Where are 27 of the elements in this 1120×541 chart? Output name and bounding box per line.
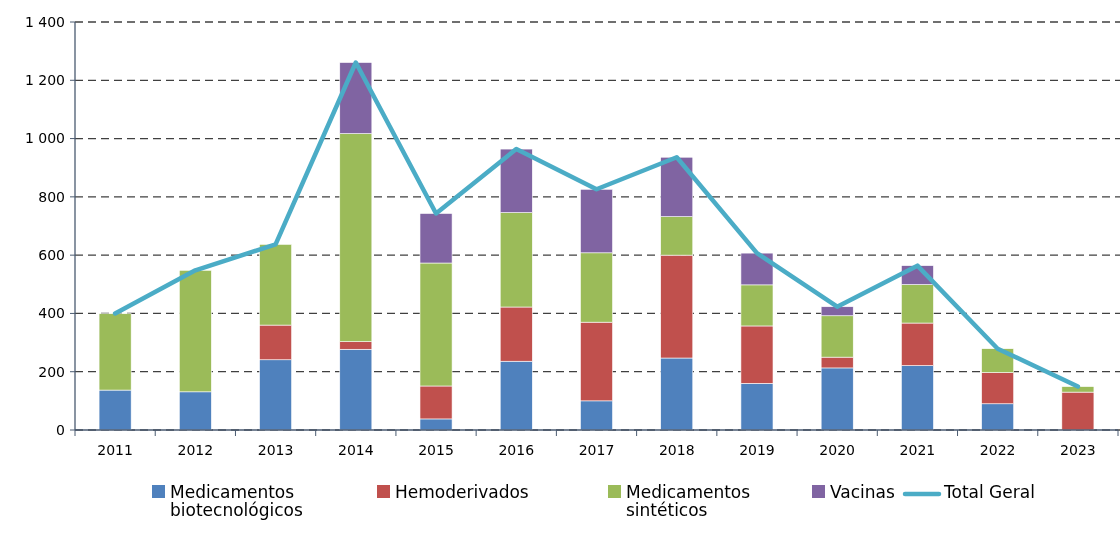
x-tick-label: 2017 — [578, 442, 615, 458]
y-tick-label: 1 200 — [24, 72, 65, 89]
y-tick-label: 800 — [38, 188, 65, 205]
y-tick-label: 600 — [38, 247, 65, 264]
legend-label: Total Geral — [943, 482, 1035, 502]
y-tick-label: 200 — [38, 363, 65, 380]
legend-label: Medicamentos sintéticos — [626, 482, 751, 520]
x-tick-label: 2016 — [498, 442, 535, 458]
x-tick-label: 2022 — [979, 442, 1016, 458]
x-tick-label: 2012 — [177, 442, 214, 458]
x-tick-label: 2021 — [899, 442, 936, 458]
x-tick-label: 2013 — [257, 442, 294, 458]
y-tick-label: 1 400 — [24, 13, 65, 30]
line-series — [112, 60, 1081, 389]
y-tick-label: 1 000 — [24, 130, 65, 147]
x-tick-label: 2015 — [418, 442, 454, 458]
y-tick-label: 0 — [56, 421, 65, 438]
legend-label: Medicamentos biotecnológicos — [170, 482, 303, 520]
x-tick-label: 2014 — [337, 442, 374, 458]
x-tick-label: 2020 — [819, 442, 856, 458]
y-tick-label: 400 — [38, 305, 65, 322]
x-tick-label: 2018 — [658, 442, 695, 458]
x-tick-label: 2011 — [97, 442, 133, 458]
legend-label: Hemoderivados — [395, 482, 529, 502]
x-tick-label: 2019 — [739, 442, 775, 458]
x-tick-label: 2023 — [1060, 442, 1096, 458]
legend-label: Vacinas — [830, 482, 895, 502]
